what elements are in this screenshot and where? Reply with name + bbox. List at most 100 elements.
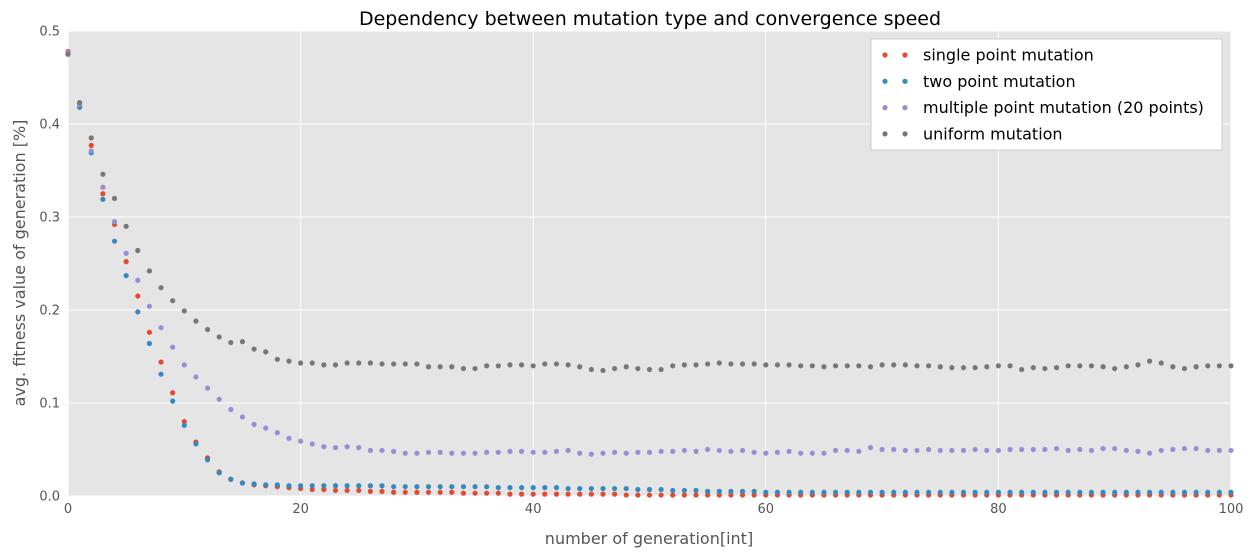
data-point — [902, 362, 908, 368]
data-point — [670, 448, 676, 454]
data-point — [298, 438, 304, 444]
data-point — [670, 487, 676, 494]
data-point — [402, 484, 408, 490]
data-point — [1112, 489, 1118, 495]
y-tick-label: 0.2 — [39, 304, 60, 319]
data-point — [309, 360, 315, 366]
data-point — [425, 489, 432, 495]
data-point — [565, 491, 571, 497]
data-point — [1216, 363, 1222, 369]
data-point — [623, 485, 629, 492]
data-point — [832, 447, 839, 454]
data-point — [600, 450, 606, 456]
data-point — [123, 223, 129, 229]
data-point — [646, 366, 653, 373]
data-point — [705, 492, 711, 498]
x-tick-label: 80 — [990, 502, 1007, 517]
data-point — [344, 483, 350, 489]
x-tick-label: 0 — [64, 502, 72, 517]
data-point — [367, 483, 373, 489]
data-point — [635, 365, 641, 372]
data-point — [960, 365, 967, 371]
data-point — [693, 492, 699, 498]
data-point — [1228, 363, 1234, 369]
data-point — [135, 309, 141, 315]
data-point — [984, 447, 990, 454]
data-point — [577, 485, 583, 492]
data-point — [681, 447, 687, 454]
data-point — [600, 367, 606, 374]
data-point — [1077, 446, 1083, 453]
data-point — [321, 362, 327, 368]
data-point — [891, 446, 897, 453]
data-point — [1181, 365, 1188, 372]
data-point — [344, 444, 350, 450]
data-point — [553, 485, 560, 491]
data-point — [286, 435, 292, 441]
data-point — [1077, 489, 1083, 495]
legend: single point mutation two point mutation m… — [870, 38, 1223, 151]
data-point — [402, 489, 408, 495]
data-point — [577, 491, 583, 497]
data-point — [530, 485, 536, 491]
data-point — [530, 491, 536, 497]
data-point — [728, 488, 734, 494]
data-point — [286, 358, 292, 364]
data-point — [1158, 360, 1164, 366]
data-point — [495, 490, 501, 496]
data-point — [309, 483, 315, 489]
data-point — [577, 364, 583, 370]
data-point — [751, 449, 757, 455]
data-point — [123, 272, 129, 279]
data-point — [321, 486, 327, 493]
data-point — [1042, 365, 1048, 372]
y-tick-label: 0.0 — [39, 490, 60, 505]
legend-marker — [882, 78, 888, 84]
data-point — [1181, 489, 1188, 495]
y-axis-label: avg. fitness value of generation [%] — [10, 120, 29, 407]
data-point — [716, 492, 722, 498]
data-point — [449, 484, 455, 490]
series-2 — [65, 49, 1234, 457]
data-point — [1158, 447, 1164, 454]
data-point — [263, 349, 269, 355]
data-point — [926, 489, 932, 495]
data-point — [751, 488, 757, 494]
data-point — [774, 489, 781, 495]
legend-marker — [882, 52, 888, 58]
data-point — [507, 448, 513, 454]
data-point — [1123, 447, 1129, 454]
data-point — [635, 449, 641, 455]
data-point — [298, 360, 304, 366]
data-point — [251, 346, 257, 352]
data-point — [763, 450, 769, 456]
data-point — [181, 422, 187, 428]
data-point — [867, 445, 874, 451]
data-point — [1053, 445, 1060, 452]
data-point — [484, 449, 490, 455]
data-point — [728, 361, 734, 367]
data-point — [995, 489, 1002, 495]
chart-title: Dependency between mutation type and con… — [359, 8, 941, 30]
data-point — [670, 492, 676, 498]
legend-label: multiple point mutation (20 points) — [923, 98, 1204, 117]
data-point — [577, 450, 583, 456]
data-point — [681, 492, 687, 498]
data-point — [344, 487, 350, 494]
data-point — [1158, 489, 1164, 495]
data-point — [111, 195, 118, 201]
data-point — [832, 363, 839, 369]
data-point — [600, 491, 606, 497]
x-tick-label: 100 — [1219, 502, 1244, 517]
data-point — [705, 361, 711, 367]
data-point — [309, 486, 315, 493]
data-point — [425, 449, 432, 455]
data-point — [437, 364, 443, 370]
data-point — [763, 489, 769, 495]
data-point — [623, 492, 629, 498]
series-3 — [65, 51, 1234, 374]
data-point — [449, 489, 455, 495]
data-point — [844, 363, 850, 369]
data-point — [472, 365, 478, 372]
